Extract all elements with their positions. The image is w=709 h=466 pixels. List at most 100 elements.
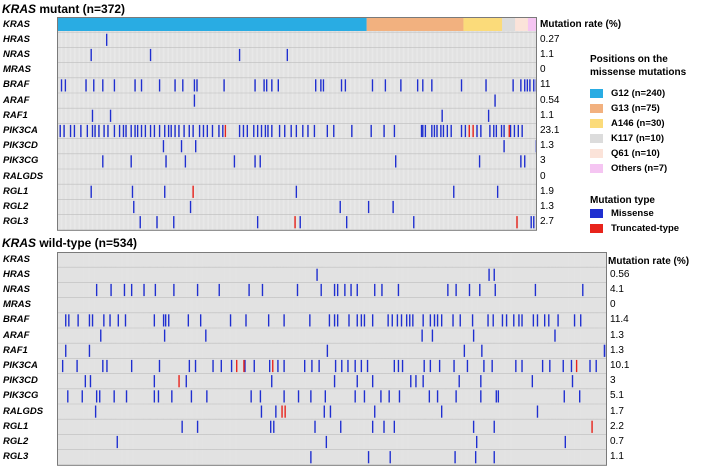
legend-item-legend_type-1: Truncated-type [590,222,679,234]
mutation-rate-raf1: 1.1 [540,109,554,121]
legend-swatch [590,133,603,143]
gene-label-braf: BRAF [3,314,30,326]
gene-label-pik3ca: PIK3CA [3,125,38,136]
mutation-rate-pik3cd: 3 [610,375,616,387]
legend-label: Truncated-type [611,222,680,234]
gene-label-ralgds: RALGDS [3,405,44,417]
mutation-rate-ralgds: 0 [540,170,546,182]
panel-title-wildtype: KRAS wild-type (n=534) [2,236,137,250]
panel-title-gene: KRAS [2,236,37,250]
gene-label-rgl3: RGL3 [3,216,29,228]
mutation-rate-pik3ca: 23.1 [540,125,560,136]
gene-label-rgl2: RGL2 [3,201,29,212]
rate-header-mutant: Mutation rate (%) [540,19,622,30]
legend-item-legend_positions-1: G13 (n=75) [590,102,660,114]
gene-label-rgl1: RGL1 [3,185,29,197]
mutation-rate-rgl2: 1.3 [540,201,554,212]
panel-title-mutant: KRAS mutant (n=372) [2,2,125,16]
gene-label-hras: HRAS [3,268,30,280]
gene-label-pik3cg: PIK3CG [3,390,39,402]
gene-label-mras: MRAS [3,299,31,311]
legend-swatch [590,103,603,113]
gene-label-raf1: RAF1 [3,109,28,121]
gene-label-braf: BRAF [3,79,30,91]
mutation-rate-rgl3: 1.1 [610,451,624,463]
gene-label-raf1: RAF1 [3,344,28,356]
panel-border [57,17,537,231]
mutation-rate-pik3cd: 1.3 [540,140,554,152]
gene-label-rgl3: RGL3 [3,451,29,463]
gene-label-rgl2: RGL2 [3,436,29,447]
legend-swatch [590,88,603,98]
legend-label: A146 (n=30) [611,117,665,129]
mutation-rate-mras: 0 [610,299,616,311]
mutation-rate-nras: 1.1 [540,49,554,60]
mutation-rate-pik3cg: 5.1 [610,390,624,402]
kras-subtype-segment-g13 [366,17,464,31]
legend-positions-title: Positions on the missense mutations [590,54,687,78]
gene-label-nras: NRAS [3,284,30,295]
kras-subtype-segment-q61 [515,17,528,31]
oncoprint-grid-wildtype [57,252,607,466]
mutation-rate-mras: 0 [540,64,546,76]
mutation-rate-hras: 0.27 [540,33,560,45]
legend-label: Others (n=7) [611,162,668,174]
mutation-rate-braf: 11 [540,79,551,91]
kras-subtype-segment-others [527,17,537,31]
legend-item-legend_positions-3: K117 (n=10) [590,132,664,144]
mutation-rate-pik3cg: 3 [540,155,546,167]
legend-swatch [590,223,603,233]
panel-title-gene: KRAS [2,2,37,16]
gene-label-pik3cg: PIK3CG [3,155,39,167]
legend-label: K117 (n=10) [611,132,665,144]
panel-border [57,252,607,466]
gene-label-kras: KRAS [3,18,30,30]
gene-label-mras: MRAS [3,64,31,76]
mutation-rate-hras: 0.56 [610,268,630,280]
mutation-rate-rgl3: 2.7 [540,216,554,228]
gene-label-araf: ARAF [3,329,30,341]
mutation-rate-rgl2: 0.7 [610,436,624,447]
mutation-rate-raf1: 1.3 [610,344,624,356]
grid-row-lines [57,31,537,215]
rate-header-wildtype: Mutation rate (%) [608,256,690,267]
legend-swatch [590,208,603,218]
gene-label-kras: KRAS [3,253,30,265]
kras-subtype-segment-k117 [502,17,516,31]
gene-label-araf: ARAF [3,94,30,106]
gene-label-pik3cd: PIK3CD [3,375,38,387]
legend-swatch [590,163,603,173]
panel-title-rest: wild-type (n=534) [36,236,138,250]
mutation-rate-araf: 0.54 [540,94,560,106]
legend-item-legend_positions-0: G12 (n=240) [590,87,665,99]
panel-title-rest: mutant (n=372) [36,2,126,16]
mutation-rate-araf: 1.3 [610,329,624,341]
legend-item-legend_positions-4: Q61 (n=10) [590,147,660,159]
legend-item-legend_positions-2: A146 (n=30) [590,117,665,129]
gene-label-pik3cd: PIK3CD [3,140,38,152]
kras-subtype-segment-g12 [57,17,367,31]
mutation-rate-braf: 11.4 [610,314,629,326]
mutation-rate-rgl1: 2.2 [610,420,624,432]
grid-row-lines [57,266,607,450]
mutation-rate-rgl1: 1.9 [540,185,554,197]
legend-item-legend_type-0: Missense [590,207,654,219]
gene-label-hras: HRAS [3,33,30,45]
legend-label: Missense [611,207,654,219]
gene-label-rgl1: RGL1 [3,420,29,432]
legend-type-title: Mutation type [590,195,655,206]
legend-label: G13 (n=75) [611,102,660,114]
legend-item-legend_positions-5: Others (n=7) [590,162,667,174]
gene-label-ralgds: RALGDS [3,170,44,182]
mutation-rate-nras: 4.1 [610,284,624,295]
legend-label: Q61 (n=10) [611,147,660,159]
mutation-rate-ralgds: 1.7 [610,405,624,417]
legend-swatch [590,148,603,158]
oncoprint-grid-mutant [57,17,537,231]
mutation-rate-pik3ca: 10.1 [610,360,630,371]
gene-label-pik3ca: PIK3CA [3,360,38,371]
legend-label: G12 (n=240) [611,87,666,99]
legend-swatch [590,118,603,128]
kras-subtype-segment-a146 [463,17,503,31]
gene-label-nras: NRAS [3,49,30,60]
